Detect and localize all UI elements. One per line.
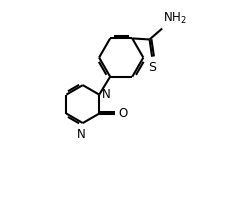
Text: S: S [149, 61, 157, 74]
Text: N: N [77, 128, 86, 141]
Text: NH$_2$: NH$_2$ [163, 11, 187, 26]
Text: N: N [102, 88, 110, 101]
Text: O: O [118, 107, 127, 120]
